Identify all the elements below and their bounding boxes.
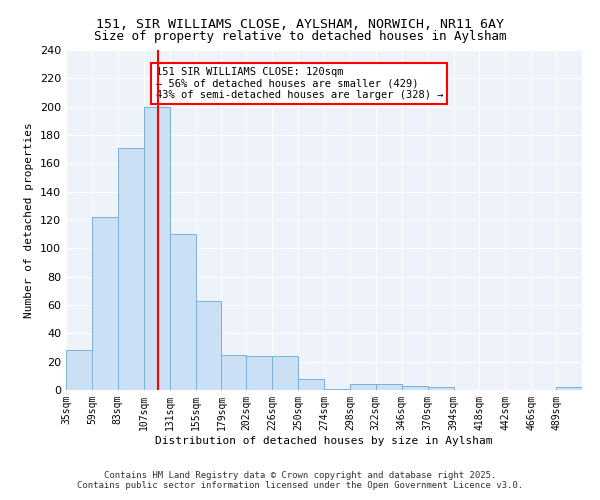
Bar (144, 106, 170, 390)
Bar (92, 217, 118, 390)
Bar (272, 356, 298, 390)
Text: Contains HM Land Registry data © Crown copyright and database right 2025.
Contai: Contains HM Land Registry data © Crown c… (77, 470, 523, 490)
Text: 151, SIR WILLIAMS CLOSE, AYLSHAM, NORWICH, NR11 6AY: 151, SIR WILLIAMS CLOSE, AYLSHAM, NORWIC… (96, 18, 504, 30)
Bar (246, 356, 272, 390)
Bar (170, 234, 196, 390)
Y-axis label: Number of detached properties: Number of detached properties (25, 122, 34, 318)
Bar (118, 148, 144, 390)
Bar (556, 387, 582, 390)
Bar (66, 350, 92, 390)
Bar (350, 384, 376, 390)
Bar (298, 378, 324, 390)
Bar (402, 386, 428, 390)
Text: 151 SIR WILLIAMS CLOSE: 120sqm
← 56% of detached houses are smaller (429)
43% of: 151 SIR WILLIAMS CLOSE: 120sqm ← 56% of … (155, 67, 443, 100)
Bar (324, 388, 350, 390)
Bar (376, 384, 402, 390)
Bar (196, 300, 221, 390)
Bar (428, 387, 454, 390)
Text: Size of property relative to detached houses in Aylsham: Size of property relative to detached ho… (94, 30, 506, 43)
Bar (221, 354, 246, 390)
X-axis label: Distribution of detached houses by size in Aylsham: Distribution of detached houses by size … (155, 436, 493, 446)
